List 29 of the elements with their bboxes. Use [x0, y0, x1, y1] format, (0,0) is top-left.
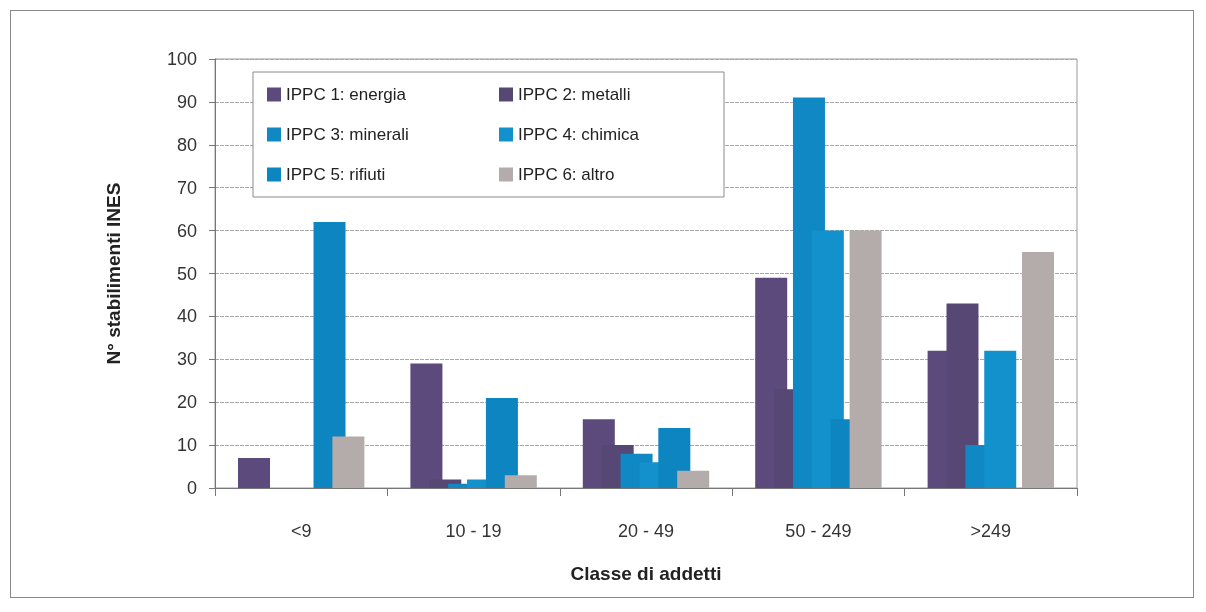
x-tick-label: 50 - 249 — [785, 521, 852, 541]
y-tick-label: 40 — [176, 306, 197, 327]
x-tick-label: 10 - 19 — [445, 521, 502, 541]
y-tick-label: 0 — [186, 478, 197, 498]
y-tick-label: 10 — [176, 435, 197, 456]
x-axis-title: Classe di addetti — [570, 563, 722, 584]
legend-label: IPPC 1: energia — [286, 85, 407, 104]
y-tick-label: 60 — [176, 220, 197, 241]
bar — [313, 222, 346, 488]
y-tick-label: 50 — [176, 263, 197, 284]
y-tick-label: 80 — [176, 134, 197, 155]
bar — [238, 457, 270, 488]
x-tick-label: >249 — [970, 521, 1012, 541]
legend-label: IPPC 2: metalli — [518, 85, 631, 104]
bar — [485, 397, 518, 488]
x-tick-label: <9 — [290, 521, 312, 541]
x-tick-label: 20 - 49 — [617, 521, 675, 541]
legend-label: IPPC 4: chimica — [518, 125, 640, 144]
y-axis-title: N° stabilimenti INES — [103, 182, 124, 365]
bar — [677, 470, 710, 488]
legend-label: IPPC 5: rifiuti — [286, 165, 386, 184]
y-tick-label: 30 — [176, 349, 197, 370]
y-tick-label: 70 — [176, 177, 197, 198]
y-tick-label: 100 — [166, 49, 197, 69]
legend-label: IPPC 6: altro — [518, 165, 615, 184]
y-tick-label: 20 — [176, 392, 197, 413]
y-tick-label: 90 — [176, 91, 197, 112]
legend-label: IPPC 3: minerali — [286, 125, 409, 144]
bar — [504, 475, 537, 488]
